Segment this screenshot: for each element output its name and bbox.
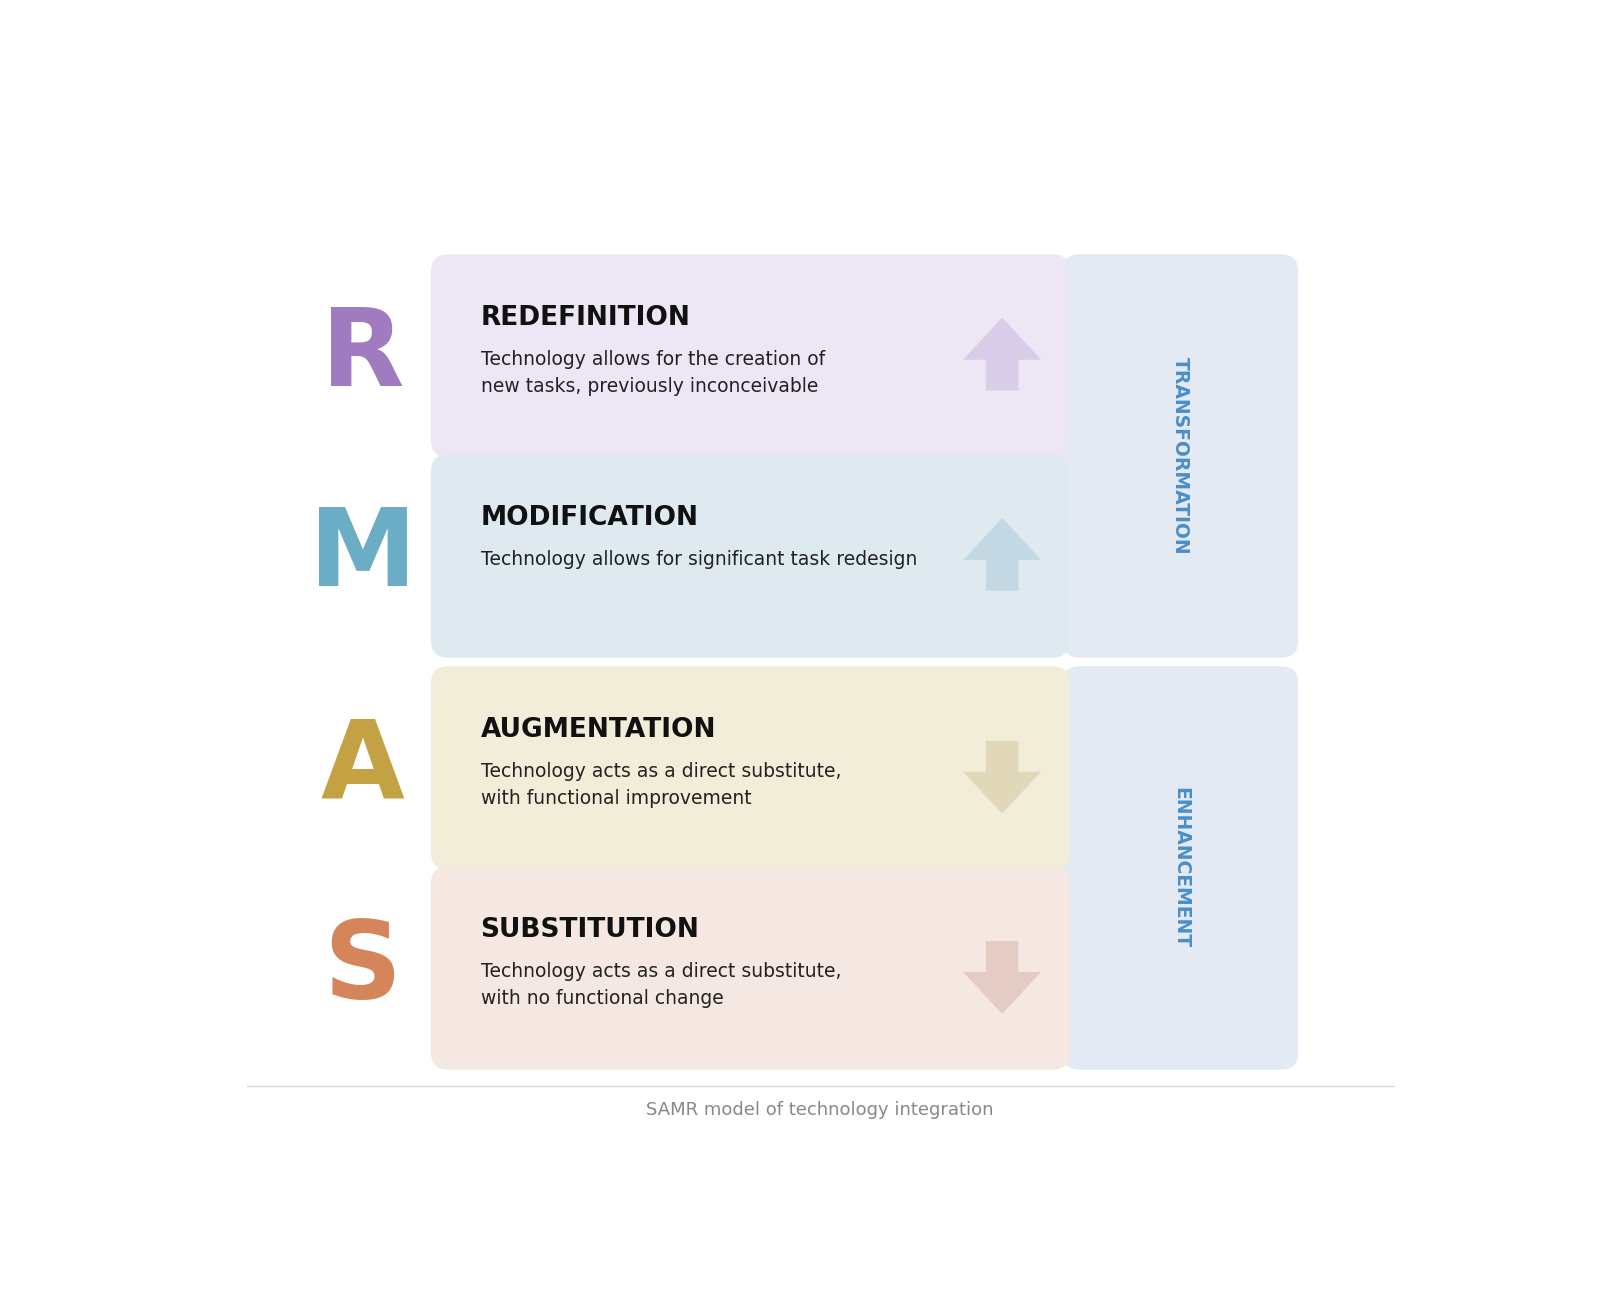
- Text: Technology acts as a direct substitute,
with no functional change: Technology acts as a direct substitute, …: [480, 962, 842, 1008]
- Text: MODIFICATION: MODIFICATION: [480, 505, 699, 532]
- Text: AUGMENTATION: AUGMENTATION: [480, 717, 717, 744]
- Text: Technology allows for the creation of
new tasks, previously inconceivable: Technology allows for the creation of ne…: [480, 350, 824, 396]
- FancyBboxPatch shape: [430, 254, 1069, 457]
- Text: M: M: [309, 503, 416, 609]
- FancyBboxPatch shape: [430, 666, 1069, 869]
- FancyBboxPatch shape: [1062, 666, 1298, 1070]
- Polygon shape: [963, 518, 1042, 591]
- FancyBboxPatch shape: [1062, 254, 1298, 657]
- Text: R: R: [322, 303, 405, 409]
- Text: TRANSFORMATION: TRANSFORMATION: [1171, 358, 1190, 555]
- Text: ENHANCEMENT: ENHANCEMENT: [1171, 788, 1190, 949]
- Text: REDEFINITION: REDEFINITION: [480, 305, 691, 330]
- FancyBboxPatch shape: [430, 454, 1069, 657]
- Text: Technology acts as a direct substitute,
with functional improvement: Technology acts as a direct substitute, …: [480, 762, 842, 808]
- Text: A: A: [322, 715, 405, 821]
- FancyBboxPatch shape: [430, 866, 1069, 1070]
- Polygon shape: [963, 941, 1042, 1013]
- Polygon shape: [963, 741, 1042, 813]
- Text: SAMR model of technology integration: SAMR model of technology integration: [646, 1101, 994, 1119]
- Polygon shape: [963, 318, 1042, 390]
- Text: S: S: [323, 915, 402, 1021]
- Text: SUBSTITUTION: SUBSTITUTION: [480, 917, 699, 944]
- Text: Technology allows for significant task redesign: Technology allows for significant task r…: [480, 550, 917, 569]
